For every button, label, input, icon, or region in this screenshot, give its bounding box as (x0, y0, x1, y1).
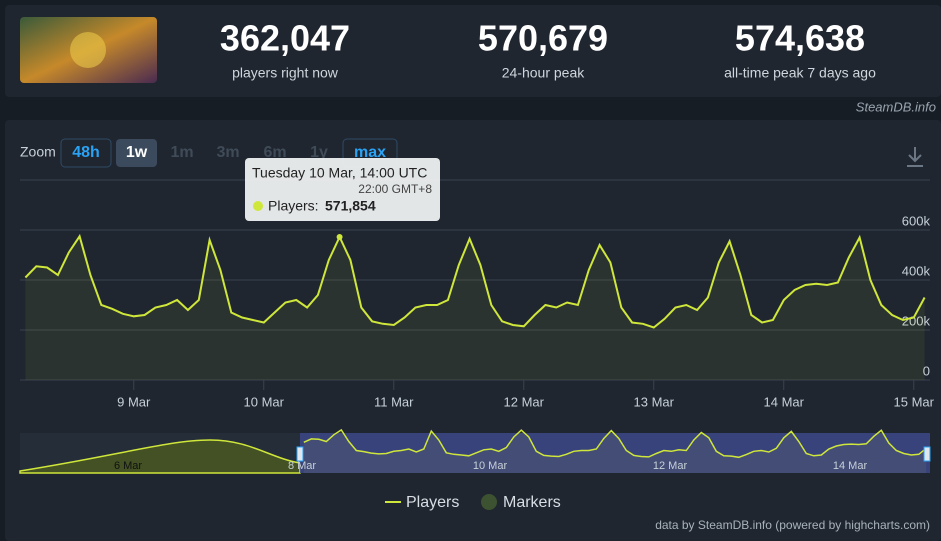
zoom-button[interactable] (116, 139, 157, 167)
zoom-button-label[interactable]: 48h (72, 144, 100, 161)
game-art (70, 32, 106, 68)
zoom-button-label[interactable]: 6m (263, 144, 286, 161)
stat-value: 362,047 (220, 18, 350, 59)
stat-label: players right now (232, 65, 339, 81)
stat-label: 24-hour peak (502, 65, 586, 81)
x-tick-label: 9 Mar (117, 394, 151, 409)
zoom-button-label[interactable]: 3m (216, 144, 239, 161)
x-tick-label: 14 Mar (764, 394, 805, 409)
navigator-label: 8 Mar (288, 460, 316, 472)
series-area (303, 429, 927, 473)
x-tick-label: 13 Mar (634, 394, 675, 409)
credit[interactable]: SteamDB.info (856, 99, 936, 114)
zoom-button-label[interactable]: 1w (126, 144, 148, 161)
navigator-label: 12 Mar (653, 460, 688, 472)
legend-label[interactable]: Players (406, 494, 459, 511)
stat-value: 574,638 (735, 18, 865, 59)
navigator-label: 6 Mar (114, 460, 142, 472)
x-tick-label: 15 Mar (894, 394, 935, 409)
tooltip-dot (253, 201, 263, 211)
x-tick-label: 11 Mar (374, 394, 414, 409)
legend-marker (481, 494, 497, 510)
y-tick-label: 200k (902, 313, 931, 328)
footer[interactable]: data by SteamDB.info (powered by highcha… (655, 518, 930, 532)
x-tick-label: 12 Mar (504, 394, 545, 409)
zoom-button-label[interactable]: max (354, 144, 386, 161)
legend-label[interactable]: Markers (503, 494, 561, 511)
tooltip-date: Tuesday 10 Mar, 14:00 UTC (252, 165, 427, 181)
tooltip-local: 22:00 GMT+8 (358, 182, 432, 196)
stat-label: all-time peak 7 days ago (724, 65, 876, 81)
navigator-label: 14 Mar (833, 460, 868, 472)
tooltip-series: Players: (268, 198, 319, 214)
tooltip-box (245, 158, 440, 221)
navigator-handle[interactable] (296, 446, 304, 462)
y-tick-label: 600k (902, 213, 931, 228)
zoom-button-label[interactable]: 1m (170, 144, 193, 161)
zoom-label: Zoom (20, 144, 56, 160)
series-area (25, 236, 925, 380)
hover-point (336, 234, 343, 241)
x-tick-label: 10 Mar (244, 394, 285, 409)
stats-panel (5, 5, 941, 97)
series-line (24, 233, 926, 329)
zoom-button-label[interactable]: 1y (310, 144, 328, 161)
series-line (303, 428, 927, 459)
tooltip-value: 571,854 (325, 198, 376, 214)
zoom-button[interactable] (60, 138, 112, 168)
download-icon[interactable] (907, 147, 923, 167)
y-tick-label: 0 (923, 363, 930, 378)
navigator-label: 10 Mar (473, 460, 508, 472)
navigator-handle[interactable] (923, 446, 931, 462)
navigator-history (19, 439, 301, 474)
y-tick-label: 400k (902, 263, 931, 278)
stat-value: 570,679 (478, 18, 608, 59)
